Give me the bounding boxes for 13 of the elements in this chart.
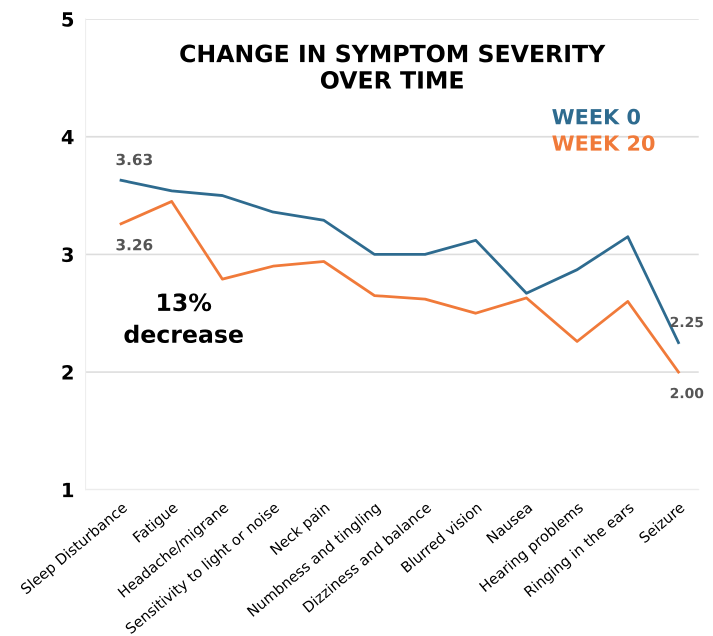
- text: WEEK 20: [552, 135, 654, 151]
- text: CHANGE IN SYMPTOM SEVERITY OVER TIME: [180, 44, 606, 89]
- data-label: 2.00: [670, 388, 704, 398]
- data-label: 3.26: [116, 238, 152, 250]
- y-tick-label: 1: [63, 482, 74, 498]
- data-label: 3.63: [116, 154, 152, 166]
- annotation: 13% decrease: [124, 293, 243, 344]
- y-tick-label: 3: [62, 247, 73, 262]
- y-tick-label: 5: [62, 12, 74, 27]
- data-label: 2.25: [670, 316, 703, 328]
- text: WEEK 0: [552, 108, 640, 125]
- y-tick-label: 4: [62, 130, 74, 144]
- y-tick-label: 2: [62, 365, 73, 380]
